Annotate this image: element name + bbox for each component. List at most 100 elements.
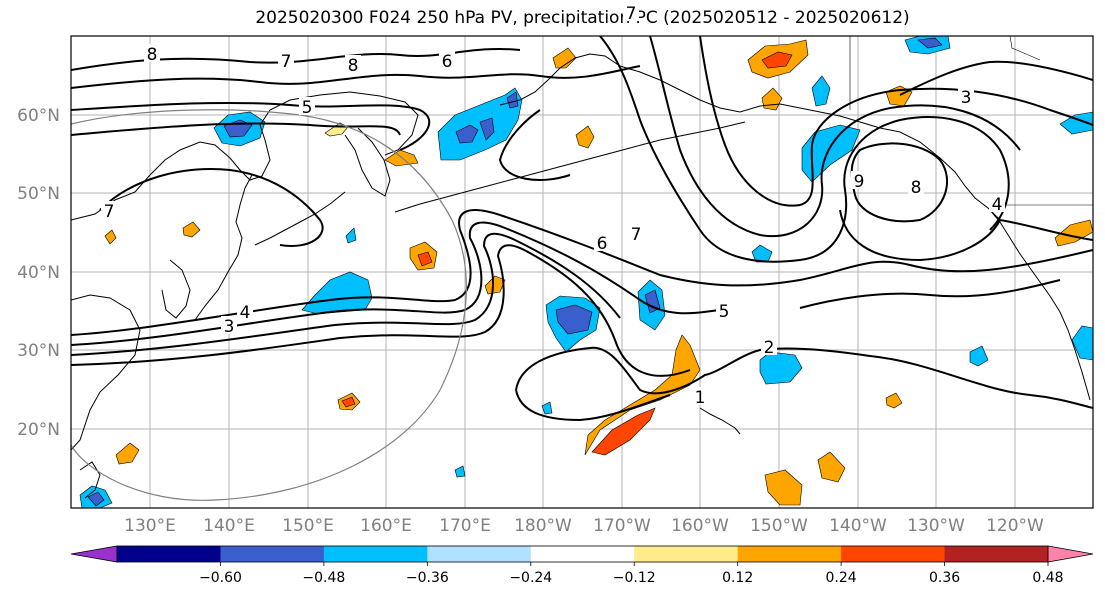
- contour-label-bg: [345, 55, 361, 73]
- longitude-label: 150°W: [750, 516, 808, 536]
- colorbar-segment: [323, 546, 428, 562]
- contour-label-bg: [958, 87, 974, 105]
- coastline-korea: [161, 259, 191, 319]
- pv-contour: [99, 168, 324, 247]
- longitude-label: 140°E: [203, 516, 255, 536]
- colorbar-tick-label: 0.36: [929, 570, 960, 586]
- coastline-aleutians: [394, 121, 746, 213]
- colorbar-segment: [944, 546, 1049, 562]
- precip-blob: [1071, 325, 1093, 361]
- precip-blob: [341, 396, 356, 408]
- colorbar-extend-min: [70, 545, 118, 563]
- coastlines: [71, 53, 1091, 499]
- contour-label: 4: [992, 195, 1003, 215]
- pv-contour: [515, 346, 1093, 409]
- colorbar-outline: [116, 545, 1049, 563]
- pv-contours: [71, 36, 1093, 422]
- precip-blob: [454, 465, 466, 478]
- contour-label-bg: [278, 51, 294, 69]
- coastline-hawaii: [699, 407, 741, 435]
- pv-contour: [699, 36, 1093, 207]
- latitude-label: 40°N: [17, 263, 60, 283]
- pv-contour: [799, 279, 1061, 309]
- longitude-label: 160°W: [671, 516, 729, 536]
- precip-blob: [801, 124, 861, 183]
- coastline-kamchatka: [344, 127, 391, 197]
- pv-contour: [515, 389, 671, 422]
- contour-label-bg: [299, 97, 315, 115]
- contour-label: 3: [961, 88, 972, 108]
- precip-blob: [764, 469, 803, 506]
- contour-label-bg: [221, 316, 237, 334]
- contour-label-bg: [716, 301, 732, 319]
- pv-contour: [839, 209, 1001, 262]
- map-frame: [70, 35, 1094, 509]
- colorbar-tick-label: 0.48: [1032, 570, 1063, 586]
- pv-contour: [498, 109, 571, 181]
- coastline-asia-mainland: [71, 91, 419, 221]
- contour-label: 6: [597, 234, 608, 254]
- coastline-china-coast: [71, 294, 141, 451]
- reference-circle: [71, 109, 467, 501]
- contour-label: 8: [911, 178, 922, 198]
- latitude-label: 60°N: [17, 106, 60, 126]
- contour-label: 4: [240, 303, 251, 323]
- map-layers: [71, 36, 1093, 508]
- pv-contour: [71, 221, 721, 346]
- figure-title: 2025020300 F024 250 hPa PV, precipitatio…: [255, 8, 910, 28]
- coastline-alaska: [499, 53, 1001, 221]
- precip-blob: [555, 304, 593, 335]
- longitude-label: 150°E: [282, 516, 334, 536]
- pv-contour: [71, 122, 401, 136]
- latitude-labels: 60°N 50°N 40°N 30°N 20°N: [17, 106, 60, 440]
- colorbar-segment: [530, 546, 635, 562]
- longitude-label: 170°W: [593, 516, 651, 536]
- coastline-kurils: [254, 191, 346, 246]
- pv-contour: [71, 65, 641, 89]
- latitude-label: 50°N: [17, 184, 60, 204]
- contour-label: 7: [631, 225, 642, 245]
- precip-blob: [1054, 219, 1093, 247]
- longitude-label: 180°W: [514, 516, 572, 536]
- contour-label-bg: [908, 177, 924, 195]
- contour-label-bg: [594, 233, 610, 251]
- contour-label-bg: [761, 337, 777, 355]
- colorbar-segment: [117, 546, 221, 562]
- precip-blob: [541, 401, 553, 415]
- precip-blob: [182, 221, 201, 238]
- precip-blob: [811, 75, 831, 107]
- coastline-japan: [194, 174, 253, 321]
- contour-label: 8: [348, 56, 359, 76]
- contour-label-bg: [237, 302, 253, 320]
- contour-label: 8: [147, 45, 158, 65]
- contour-label: 9: [854, 172, 865, 192]
- pv-contour: [599, 36, 1010, 263]
- contour-label-bg: [628, 224, 644, 242]
- borders: [849, 36, 1093, 206]
- colorbar-tick-label: 0.24: [826, 570, 857, 586]
- longitude-label: 130°W: [907, 516, 965, 536]
- contour-label-bg: [101, 201, 117, 219]
- contour-label-bg: [623, 3, 639, 21]
- contour-label-bg: [144, 44, 160, 62]
- precip-blob: [506, 91, 519, 109]
- pv-contour: [649, 36, 1021, 238]
- pv-contour: [71, 244, 691, 377]
- colorbar: −0.60 −0.48 −0.36 −0.24 −0.12 0.12 0.24 0.36 0.4…: [70, 545, 1094, 586]
- precip-blob: [761, 51, 793, 69]
- contour-label-bg: [439, 51, 455, 69]
- precip-blob: [591, 407, 656, 456]
- precip-blob: [885, 392, 903, 409]
- precip-blob: [115, 442, 140, 465]
- colorbar-segment: [841, 546, 946, 562]
- longitude-labels: 130°E 140°E 150°E 160°E 170°E 180°W 170°W 160°W…: [124, 516, 1044, 536]
- longitude-label: 140°W: [829, 516, 887, 536]
- colorbar-tick-label: −0.48: [302, 570, 345, 586]
- contour-label: 5: [719, 302, 730, 322]
- precip-blob: [87, 491, 105, 507]
- pv-contour: [71, 209, 1093, 336]
- contour-label: 7: [281, 52, 292, 72]
- precip-positive-shading: [104, 39, 1093, 506]
- longitude-label: 170°E: [439, 516, 491, 536]
